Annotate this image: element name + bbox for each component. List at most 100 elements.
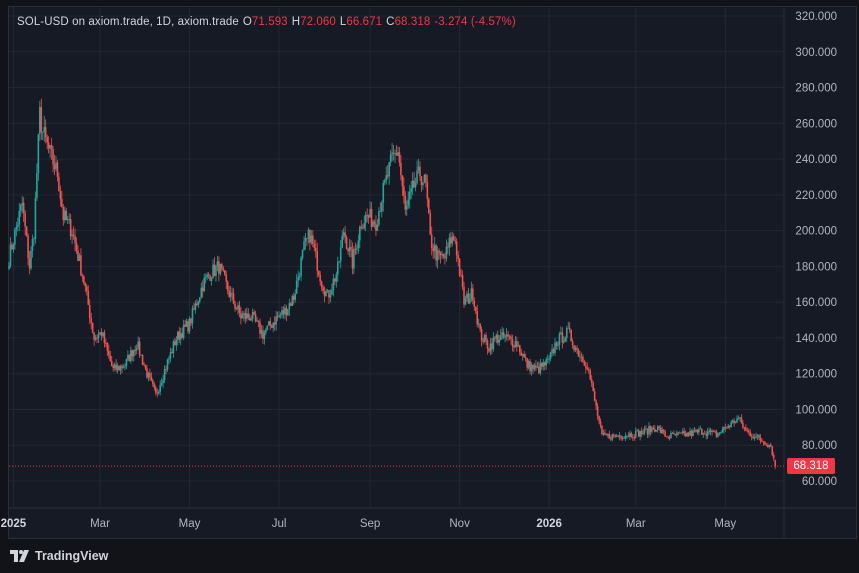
- candle-body: [494, 337, 496, 339]
- candle-body: [250, 319, 252, 321]
- candle-body: [144, 365, 147, 369]
- candle-body: [681, 431, 684, 434]
- candle-body: [115, 364, 117, 370]
- candle-body: [397, 152, 399, 156]
- candle-body: [632, 436, 634, 438]
- candle-body: [727, 425, 730, 428]
- candle-body: [83, 276, 85, 284]
- candle-body: [529, 360, 531, 372]
- candle-body: [22, 202, 25, 213]
- candle-body: [243, 313, 245, 315]
- candle-body: [306, 237, 308, 239]
- candle-body: [661, 429, 663, 434]
- candle-body: [564, 337, 567, 342]
- price-tick-label: 140.000: [795, 333, 837, 345]
- candle-body: [99, 332, 101, 335]
- candle-body: [416, 170, 418, 184]
- candle-body: [72, 234, 75, 236]
- candle-body: [532, 364, 534, 369]
- candle-body: [585, 365, 587, 368]
- candle-body: [725, 427, 728, 429]
- candle-body: [68, 218, 70, 220]
- candle-body: [81, 275, 84, 277]
- candle-body: [447, 246, 449, 248]
- candle-body: [438, 250, 440, 253]
- candle-body: [458, 258, 461, 276]
- candle-body: [218, 261, 220, 274]
- candle-body: [313, 244, 316, 248]
- candle-body: [50, 145, 53, 150]
- candle-body: [395, 153, 398, 156]
- candle-body: [718, 432, 721, 434]
- candle-body: [201, 287, 204, 292]
- candle-body: [366, 214, 368, 216]
- candle-body: [209, 275, 211, 281]
- candle-body: [709, 430, 712, 433]
- candle-body: [363, 223, 366, 229]
- candle-body: [764, 442, 766, 445]
- candle-body: [463, 286, 465, 305]
- candle-body: [37, 134, 40, 174]
- candle-body: [640, 430, 643, 435]
- candle-body: [771, 446, 774, 455]
- candle-body: [621, 438, 624, 440]
- candle-body: [357, 240, 360, 249]
- candle-body: [332, 278, 335, 290]
- candle-body: [474, 306, 477, 312]
- candle-body: [128, 355, 131, 362]
- candle-body: [304, 237, 307, 242]
- candle-body: [182, 324, 185, 338]
- candle-body: [643, 428, 646, 433]
- candle-body: [629, 433, 631, 437]
- candle-body: [297, 277, 299, 281]
- candle-body: [590, 379, 593, 384]
- candle-body: [30, 250, 32, 269]
- candle-body: [570, 329, 572, 342]
- candle-body: [759, 437, 762, 441]
- candle-body: [341, 235, 343, 248]
- candle-body: [278, 315, 280, 318]
- candle-body: [199, 297, 201, 302]
- price-tick-label: 60.000: [802, 476, 837, 488]
- candle-body: [749, 432, 752, 437]
- candle-body: [671, 432, 674, 434]
- price-tick-label: 240.000: [795, 154, 837, 166]
- tradingview-branding[interactable]: TradingView: [10, 547, 108, 565]
- candle-body: [636, 430, 639, 432]
- candle-body: [322, 286, 324, 292]
- candle-body: [457, 255, 459, 259]
- candle-body: [61, 198, 63, 207]
- price-axis: 60.000 80.000 100.000 120.000 140.000 160.000…: [795, 11, 837, 488]
- candle-body: [207, 274, 210, 276]
- candle-body: [386, 175, 389, 177]
- candle-body: [378, 211, 380, 225]
- candle-body: [113, 364, 116, 369]
- last-price-tag: 68.318: [787, 458, 835, 475]
- candle-body: [112, 365, 115, 369]
- candle-body: [411, 180, 414, 189]
- candle-body: [580, 356, 583, 358]
- candle-body: [546, 359, 549, 360]
- candle-body: [495, 334, 498, 339]
- candle-body: [633, 437, 636, 439]
- candle-body: [285, 307, 288, 316]
- candle-body: [146, 368, 148, 378]
- candle-body: [49, 145, 51, 149]
- candle-body: [498, 340, 501, 343]
- candle-body: [234, 303, 236, 309]
- candle-body: [708, 430, 710, 432]
- candle-body: [598, 415, 600, 422]
- candle-body: [106, 342, 109, 351]
- candle-body: [300, 257, 302, 276]
- candle-body: [248, 317, 251, 321]
- low-label: L: [339, 16, 347, 28]
- candle-body: [317, 270, 320, 275]
- candle-body: [96, 337, 98, 339]
- candle-body: [339, 247, 342, 262]
- open-label: O: [242, 16, 252, 28]
- candle-body: [8, 265, 10, 269]
- candle-body: [752, 436, 754, 439]
- candle-body: [367, 215, 370, 218]
- candle-body: [538, 366, 540, 374]
